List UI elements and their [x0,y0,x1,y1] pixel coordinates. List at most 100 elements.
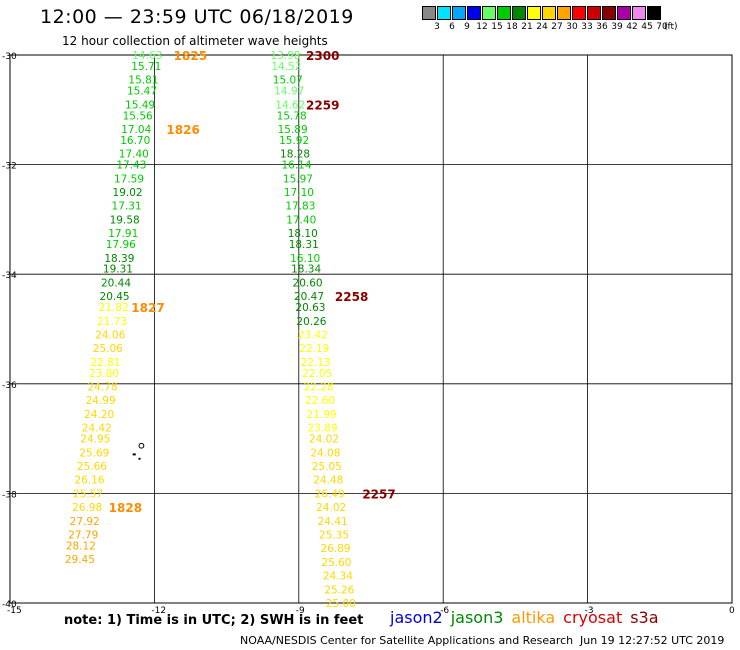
swh-value-label: 24.08 [310,447,340,459]
swh-value-label: 23.80 [89,368,119,380]
swh-value-label: 20.44 [101,277,131,289]
legend-swatch [437,6,451,20]
lat-tick-label: -38 [2,490,17,500]
swh-value-label: 17.43 [116,160,146,172]
island-mark [138,442,145,449]
legend-swatch [512,6,526,20]
pass-time-label: 1826 [166,123,199,137]
swh-value-label: 15.89 [278,124,308,136]
swh-value-label: 24.34 [323,571,353,583]
swh-value-label: 17.40 [286,214,316,226]
swh-value-label: 14.63 [132,50,162,62]
legend-swatch [542,6,556,20]
swh-value-label: 22.60 [305,395,335,407]
swh-value-label: 17.31 [112,201,142,213]
swh-value-label: 15.56 [123,110,153,122]
legend-label: 24 [536,22,548,32]
lat-tick-label: -36 [2,381,17,391]
swh-value-label: 24.48 [313,475,343,487]
island-mark [138,457,141,460]
swh-value-label: 17.10 [284,187,314,199]
lon-tick-label: -3 [585,606,594,616]
pass-time-label: 2300 [306,49,339,63]
swh-value-label: 22.05 [302,368,332,380]
legend-label: 42 [626,22,638,32]
swh-value-label: 24.42 [82,423,112,435]
swh-value-label: 20.26 [296,316,326,328]
lon-tick-label: -9 [296,606,305,616]
swh-value-label: 27.92 [70,516,100,528]
swh-value-label: 18.39 [104,253,134,265]
swh-value-label: 17.59 [114,173,144,185]
legend-swatch [422,6,436,20]
swh-value-label: 20.47 [294,291,324,303]
swh-value-label: 15.78 [277,110,307,122]
swh-value-label: 21.99 [307,409,337,421]
swh-value-label: 16.14 [281,160,311,172]
swh-value-label: 20.60 [293,277,323,289]
legend-swatches [422,6,662,20]
legend-label: 39 [611,22,623,32]
swh-value-label: 16.70 [120,135,150,147]
swh-value-label: 25.69 [79,447,109,459]
swh-value-label: 26.98 [72,502,102,514]
legend-label: 70 [656,22,668,32]
swh-value-label: 22.19 [299,343,329,355]
swh-value-label: 23.89 [307,423,337,435]
swh-value-label: 26.16 [74,475,104,487]
lat-tick-label: -40 [2,600,17,610]
swh-value-label: 26.89 [320,543,350,555]
legend-label: 18 [506,22,518,32]
swh-value-label: 24.02 [316,502,346,514]
swh-value-label: 25.00 [326,598,356,610]
credit-line: NOAA/NESDIS Center for Satellite Applica… [240,634,574,647]
footnote: note: 1) Time is in UTC; 2) SWH is in fe… [64,613,364,628]
swh-value-label: 25.35 [319,530,349,542]
legend-swatch [587,6,601,20]
swh-value-label: 24.95 [80,434,110,446]
swh-value-label: 21.82 [99,302,129,314]
lon-tick-label: -12 [151,606,166,616]
swh-value-label: 26.49 [315,488,345,500]
pass-time-label: 1828 [109,501,142,515]
legend-swatch [617,6,631,20]
pass-time-label: 1827 [131,301,164,315]
swh-value-label: 22.81 [90,357,120,369]
swh-value-label: 21.73 [97,316,127,328]
swh-value-label: 25.26 [324,584,354,596]
satellite-legend: jason2 jason3 altika cryosat s3a [390,608,667,627]
lat-tick-label: -30 [2,52,17,62]
swh-value-label: 23.42 [298,329,328,341]
swh-value-label: 14.52 [271,61,301,73]
lon-tick-label: 0 [729,606,735,616]
swh-value-label: 14.97 [274,86,304,98]
satellite-name-jason3: jason3 [450,608,504,627]
swh-value-label: 22.13 [301,357,331,369]
lon-tick-label: -15 [7,606,22,616]
legend-label: 3 [434,22,440,32]
swh-value-label: 22.28 [304,382,334,394]
swh-value-label: 20.63 [295,302,325,314]
swh-value-label: 20.45 [100,291,130,303]
swh-value-label: 17.83 [285,201,315,213]
swh-value-label: 18.28 [280,149,310,161]
satellite-name-jason2: jason2 [390,608,443,627]
legend-swatch [497,6,511,20]
legend-swatch [527,6,541,20]
swh-value-label: 15.92 [279,135,309,147]
swh-value-label: 15.81 [128,75,158,87]
swh-value-label: 27.79 [68,530,98,542]
swh-value-label: 17.04 [121,124,151,136]
legend-swatch [467,6,481,20]
swh-value-label: 14.62 [275,99,305,111]
pass-time-label: 1825 [174,49,207,63]
legend-label: 15 [491,22,503,32]
satellite-name-altika: altika [511,608,556,627]
legend-swatch [647,6,661,20]
pass-time-label: 2259 [306,98,339,112]
swh-value-label: 28.12 [66,540,96,552]
pass-time-label: 2257 [362,487,395,501]
swh-value-label: 24.20 [84,409,114,421]
swh-value-label: 24.78 [87,382,117,394]
